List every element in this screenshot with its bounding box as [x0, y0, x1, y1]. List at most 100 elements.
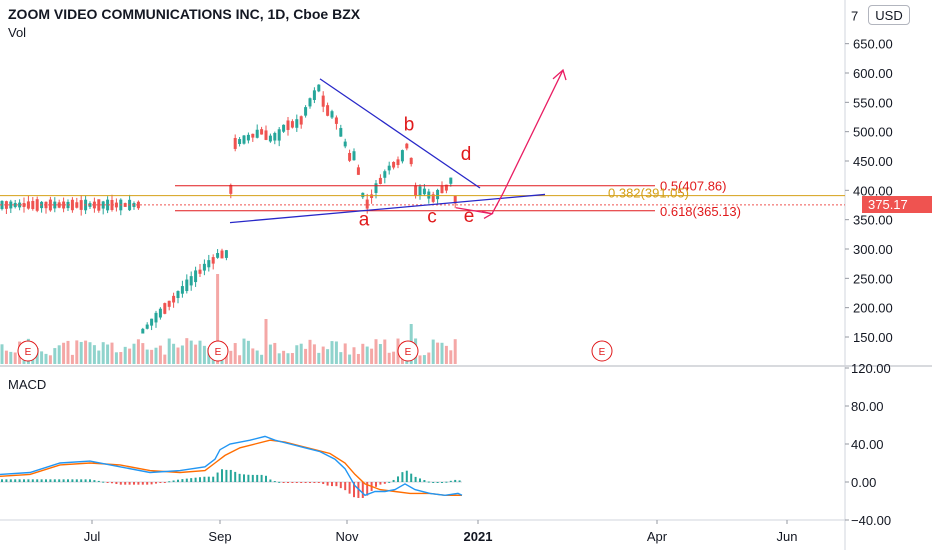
macd-histogram-bar: [146, 482, 149, 485]
macd-histogram-bar: [141, 482, 144, 485]
volume-bar: [132, 343, 136, 364]
volume-bar: [339, 352, 343, 364]
macd-histogram-bar: [221, 469, 223, 482]
candle-body: [422, 188, 426, 195]
price-tick-label: 600.00: [853, 66, 893, 81]
volume-bar: [246, 340, 250, 364]
volume-bar: [70, 354, 74, 364]
macd-histogram-bar: [260, 474, 263, 482]
volume-bars: [0, 274, 457, 364]
volume-bar: [321, 346, 325, 364]
macd-histogram-bar: [317, 482, 320, 483]
macd-histogram-bar: [344, 482, 347, 491]
macd-histogram-bar: [97, 480, 100, 482]
price-tick-label: 150.00: [853, 330, 893, 345]
macd-signal-line: [0, 439, 462, 496]
volume-bar: [123, 346, 127, 364]
volume-label: Vol: [8, 25, 27, 40]
volume-bar: [101, 342, 105, 364]
macd-histogram-bar: [62, 479, 65, 482]
macd-histogram-bar: [379, 482, 382, 485]
macd-histogram-bar: [335, 482, 338, 487]
wave-label-c: c: [427, 207, 437, 228]
price-tick-clipped: 7: [851, 8, 858, 23]
macd-histogram-bar: [361, 482, 364, 498]
candle-body: [9, 201, 13, 209]
candle-body: [427, 191, 431, 199]
volume-bar: [264, 319, 268, 364]
volume-bar: [251, 348, 255, 364]
volume-bar: [40, 351, 44, 364]
candle-body: [172, 295, 176, 303]
earnings-marker: [207, 340, 229, 362]
candle-body: [198, 269, 202, 274]
currency-button[interactable]: USD: [868, 5, 910, 25]
candle-body: [374, 183, 378, 193]
volume-bar: [449, 350, 453, 364]
volume-bar: [66, 340, 70, 364]
macd-histogram-bar: [172, 480, 175, 482]
volume-bar: [114, 352, 118, 364]
projection-arrowhead: [552, 68, 567, 81]
drawing-tools: 0.5(407.86)0.382(391.05) 0.618(365.13) a b c…: [0, 68, 845, 362]
macd-histogram-bar: [80, 479, 83, 482]
candle-body: [97, 199, 101, 211]
candle-body: [361, 192, 365, 198]
volume-bar: [290, 353, 294, 364]
macd-histogram-bar: [181, 479, 184, 482]
volume-bar: [277, 353, 281, 364]
macd-histogram-bar: [401, 472, 404, 482]
candle-body: [53, 201, 57, 209]
fib-level-label: 0.618(365.13): [660, 204, 741, 219]
macd-pane: [0, 435, 463, 498]
volume-bar: [361, 343, 365, 364]
macd-histogram-bar: [119, 482, 122, 485]
macd-histogram-bar: [300, 482, 303, 483]
volume-bar: [167, 338, 171, 364]
candle-body: [414, 185, 418, 196]
time-tick-label: 2021: [464, 529, 493, 544]
volume-bar: [97, 350, 101, 364]
fib-level-label: 0.382(391.05): [608, 186, 689, 201]
macd-histogram-bar: [40, 479, 43, 482]
candle-body: [365, 199, 369, 209]
volume-bar: [13, 352, 17, 364]
macd-histogram-bar: [49, 479, 52, 482]
candle-body: [286, 120, 290, 130]
candle-body: [449, 177, 453, 184]
macd-histogram-bar: [23, 479, 25, 482]
macd-histogram-bar: [216, 472, 219, 482]
macd-histogram-bar: [339, 482, 342, 489]
macd-histogram-bar: [278, 481, 281, 483]
volume-bar: [330, 341, 334, 364]
volume-bar: [106, 344, 110, 364]
candle-body: [383, 171, 387, 178]
macd-histogram-bar: [225, 469, 228, 482]
candle-body: [436, 189, 440, 200]
volume-bar: [0, 344, 4, 364]
candle-body: [304, 107, 308, 116]
time-axis[interactable]: Jul Sep Nov 2021 Apr Jun: [84, 520, 798, 544]
earnings-marker: [17, 340, 39, 362]
volume-bar: [334, 341, 338, 364]
volume-bar: [233, 343, 237, 364]
candle-body: [189, 276, 193, 286]
volume-bar: [75, 340, 79, 364]
volume-bar: [273, 342, 277, 364]
macd-histogram-bar: [71, 479, 74, 482]
volume-bar: [202, 345, 206, 364]
candle-body: [260, 129, 264, 135]
volume-bar: [326, 349, 330, 364]
candle-body: [202, 263, 206, 271]
macd-histogram-bar: [212, 476, 215, 482]
price-axis[interactable]: 7 650.00 600.00 550.00 500.00 450.00 400.00 350…: [845, 8, 893, 528]
volume-bar: [128, 348, 132, 364]
candle-body: [273, 132, 277, 141]
volume-bar: [79, 341, 83, 364]
macd-histogram-bar: [185, 478, 188, 482]
candle-body: [453, 195, 457, 204]
candle-body: [268, 135, 272, 142]
volume-bar: [145, 349, 149, 364]
